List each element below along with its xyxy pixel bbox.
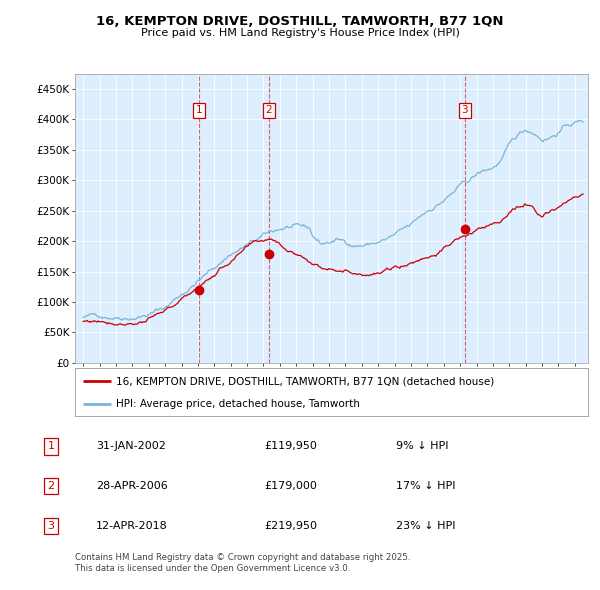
Text: £179,000: £179,000 xyxy=(264,481,317,491)
Text: £119,950: £119,950 xyxy=(264,441,317,451)
Text: 17% ↓ HPI: 17% ↓ HPI xyxy=(396,481,455,491)
Text: 31-JAN-2002: 31-JAN-2002 xyxy=(96,441,166,451)
Text: 16, KEMPTON DRIVE, DOSTHILL, TAMWORTH, B77 1QN (detached house): 16, KEMPTON DRIVE, DOSTHILL, TAMWORTH, B… xyxy=(116,376,494,386)
Text: £219,950: £219,950 xyxy=(264,521,317,531)
Text: 16, KEMPTON DRIVE, DOSTHILL, TAMWORTH, B77 1QN: 16, KEMPTON DRIVE, DOSTHILL, TAMWORTH, B… xyxy=(96,15,504,28)
Text: HPI: Average price, detached house, Tamworth: HPI: Average price, detached house, Tamw… xyxy=(116,399,360,409)
Text: 3: 3 xyxy=(47,521,55,531)
Text: 2: 2 xyxy=(265,105,272,115)
Text: 1: 1 xyxy=(196,105,203,115)
Text: 23% ↓ HPI: 23% ↓ HPI xyxy=(396,521,455,531)
Text: 2: 2 xyxy=(47,481,55,491)
Text: 1: 1 xyxy=(47,441,55,451)
Text: Contains HM Land Registry data © Crown copyright and database right 2025.
This d: Contains HM Land Registry data © Crown c… xyxy=(75,553,410,573)
Text: 12-APR-2018: 12-APR-2018 xyxy=(96,521,168,531)
Text: 9% ↓ HPI: 9% ↓ HPI xyxy=(396,441,449,451)
Text: 3: 3 xyxy=(461,105,468,115)
Text: Price paid vs. HM Land Registry's House Price Index (HPI): Price paid vs. HM Land Registry's House … xyxy=(140,28,460,38)
Text: 28-APR-2006: 28-APR-2006 xyxy=(96,481,168,491)
